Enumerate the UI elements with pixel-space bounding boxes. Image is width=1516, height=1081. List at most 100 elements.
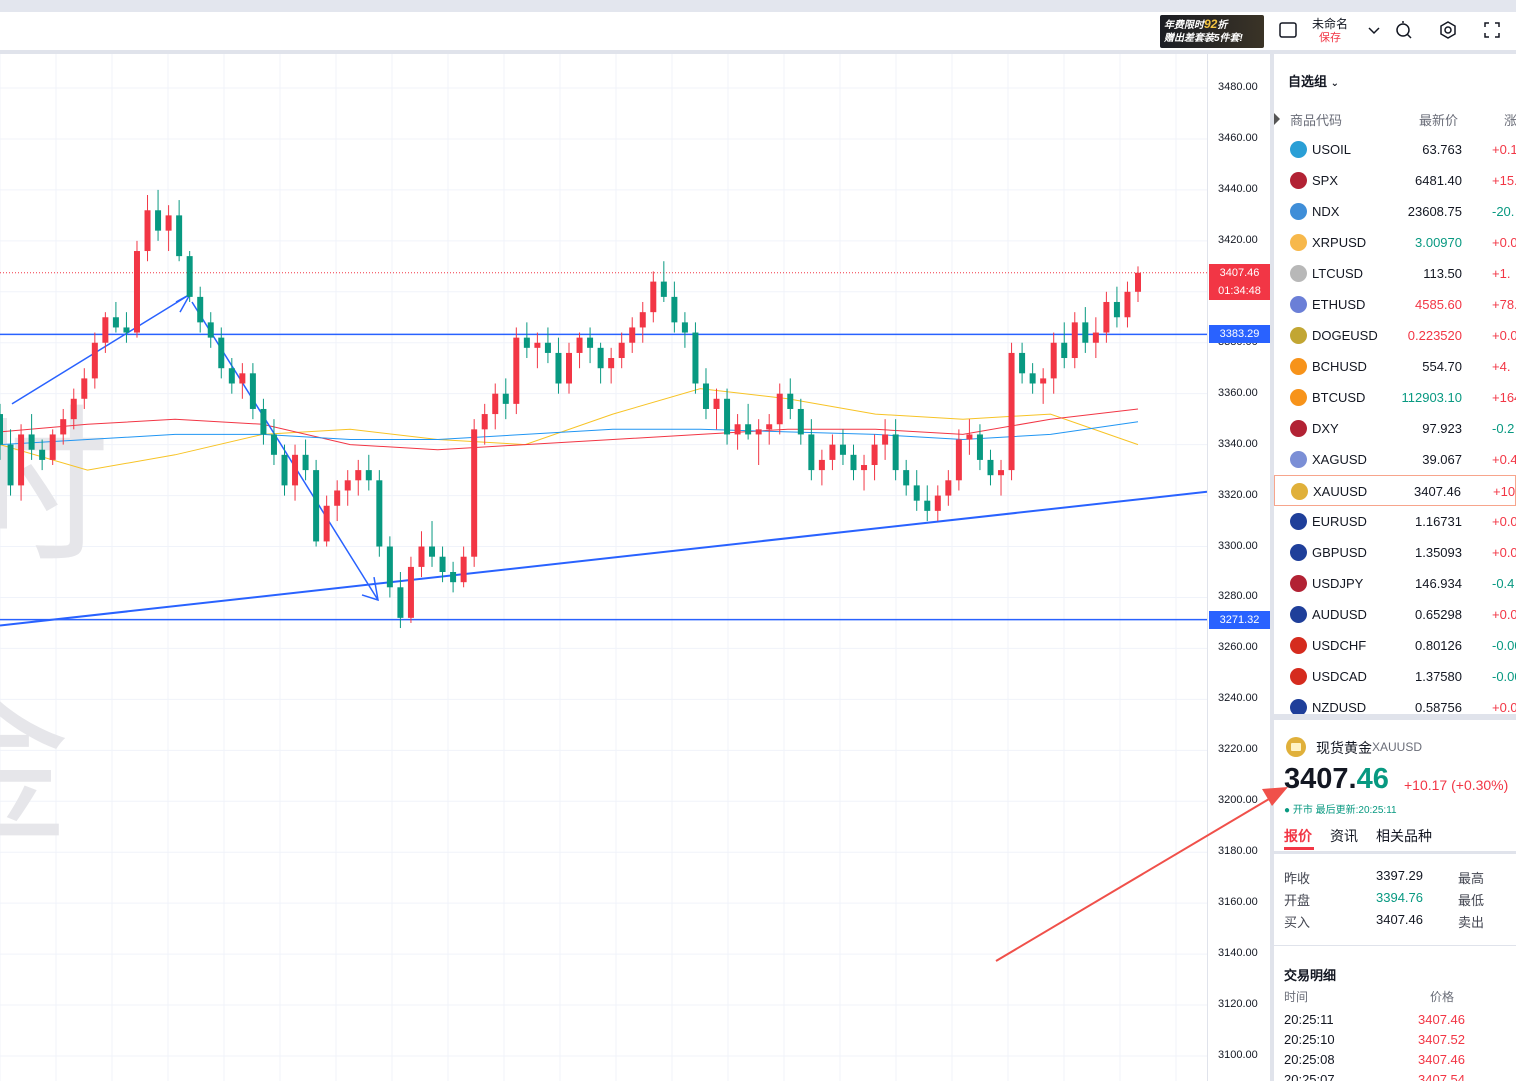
section-divider <box>1274 945 1516 946</box>
eu-flag-icon <box>1290 513 1307 530</box>
watchlist-row-btcusd[interactable]: BTCUSD 112903.10 +1641. <box>1274 382 1516 413</box>
watchlist-row-eurusd[interactable]: EURUSD 1.16731 +0.003 <box>1274 506 1516 537</box>
watchlist-row-dxy[interactable]: DXY 97.923 -0.2 <box>1274 413 1516 444</box>
trade-time: 20:25:10 <box>1284 1032 1335 1047</box>
watchlist-symbol: XAGUSD <box>1312 452 1367 467</box>
watchlist-symbol: AUDUSD <box>1312 607 1367 622</box>
candle-body <box>629 327 636 343</box>
watchlist-row-usoil[interactable]: USOIL 63.763 +0.1 <box>1274 134 1516 165</box>
price-axis-label: 3360.00 <box>1218 386 1258 399</box>
column-header-symbol[interactable]: 商品代码 <box>1290 113 1343 128</box>
watchlist-symbol: BCHUSD <box>1312 359 1367 374</box>
candle-body <box>249 373 256 409</box>
candle-body <box>734 424 741 435</box>
collapse-arrow-icon[interactable] <box>1274 113 1280 125</box>
watchlist-row-audusd[interactable]: AUDUSD 0.65298 +0.002 <box>1274 599 1516 630</box>
panel-divider[interactable] <box>1270 54 1274 1081</box>
tab-quote[interactable]: 报价 <box>1284 828 1312 844</box>
candle-body <box>418 546 425 567</box>
watchlist-change: +78. <box>1492 297 1516 312</box>
promo-banner[interactable]: 年费限时92折 赠出差套装5件套! <box>1160 15 1264 48</box>
watchlist-price: 4585.60 <box>1415 297 1462 312</box>
candle-body <box>218 337 225 369</box>
watchlist-symbol: XRPUSD <box>1312 235 1367 250</box>
price-axis-label: 3120.00 <box>1218 998 1258 1011</box>
watchlist-row-spx[interactable]: SPX 6481.40 +15. <box>1274 165 1516 196</box>
watchlist-price: 97.923 <box>1422 421 1462 436</box>
price-axis-label: 3340.00 <box>1218 437 1258 450</box>
watchlist-row-bchusd[interactable]: BCHUSD 554.70 +4. <box>1274 351 1516 382</box>
watchlist-change: +0.002 <box>1492 607 1516 622</box>
candle-body <box>439 556 446 572</box>
price-axis-label: 3240.00 <box>1218 692 1258 705</box>
watchlist-symbol: NDX <box>1312 204 1340 219</box>
watchlist-row-xagusd[interactable]: XAGUSD 39.067 +0.4 <box>1274 444 1516 475</box>
watchlist-panel: 自选组 ⌄ 商品代码 最新价 涨 USOIL 63.763 +0.1 SPX 6481.… <box>1274 54 1516 714</box>
watchlist-price: 23608.75 <box>1407 204 1462 219</box>
watchlist-symbol: SPX <box>1312 173 1339 188</box>
candle-body <box>766 424 773 430</box>
gold-icon <box>1286 737 1306 757</box>
candle-body <box>544 342 551 353</box>
watchlist-symbol: USDJPY <box>1312 576 1364 591</box>
watchlist-row-usdchf[interactable]: USDCHF 0.80126 -0.000 <box>1274 630 1516 661</box>
watchlist-row-gbpusd[interactable]: GBPUSD 1.35093 +0.001 <box>1274 537 1516 568</box>
candle-body <box>566 352 572 384</box>
watermark-text: 金 <box>0 670 70 868</box>
quote-value: 3394.76 <box>1376 890 1423 905</box>
column-header-change[interactable]: 涨 <box>1504 113 1516 128</box>
watchlist-change: +0.001 <box>1492 545 1516 560</box>
market-status: ● 开市 最后更新:20:25:11 <box>1284 805 1397 816</box>
candlestick-chart[interactable]: 时金 <box>0 54 1207 1081</box>
candle-body <box>186 256 193 297</box>
price-axis-label: 3320.00 <box>1218 488 1258 501</box>
save-button[interactable]: 保存 <box>1319 32 1341 44</box>
chart-canvas[interactable]: 时金 <box>0 54 1207 1081</box>
fullscreen-icon[interactable] <box>1482 20 1502 40</box>
watchlist-row-usdjpy[interactable]: USDJPY 146.934 -0.4 <box>1274 568 1516 599</box>
quote-label: 买入 <box>1284 915 1311 930</box>
settings-gear-icon[interactable] <box>1438 20 1458 40</box>
tab-related[interactable]: 相关品种 <box>1376 828 1432 844</box>
candle-body <box>7 444 14 486</box>
candle-body <box>81 378 88 399</box>
candle-body <box>207 322 214 338</box>
candle-body <box>692 332 699 384</box>
candle-body <box>639 312 646 328</box>
watchlist-row-usdcad[interactable]: USDCAD 1.37580 -0.003 <box>1274 661 1516 692</box>
watchlist-change: +0.1 <box>1492 142 1516 157</box>
watchlist-row-ethusd[interactable]: ETHUSD 4585.60 +78. <box>1274 289 1516 320</box>
watchlist-price: 0.65298 <box>1415 607 1462 622</box>
candle-body <box>502 393 509 404</box>
chevron-down-icon[interactable] <box>1364 20 1384 40</box>
quick-search-icon[interactable] <box>1394 20 1414 40</box>
trend-line <box>0 490 1207 627</box>
candle-body <box>260 408 267 435</box>
watchlist-row-ndx[interactable]: NDX 23608.75 -20. <box>1274 196 1516 227</box>
layout-square-icon[interactable] <box>1278 20 1298 40</box>
watchlist-change: +1641. <box>1492 390 1516 405</box>
promo-highlight: 92 <box>1204 17 1218 31</box>
watchlist-row-xauusd[interactable]: XAUUSD 3407.46 +10. <box>1274 475 1516 506</box>
watchlist-price: 63.763 <box>1422 142 1462 157</box>
candle-body <box>976 434 983 460</box>
watchlist-symbol: ETHUSD <box>1312 297 1366 312</box>
column-header-price[interactable]: 最新价 <box>1419 113 1459 128</box>
watchlist-row-dogeusd[interactable]: DOGEUSD 0.223520 +0.0046 <box>1274 320 1516 351</box>
candle-body <box>1135 272 1141 292</box>
candle-body <box>386 546 393 588</box>
bch-icon <box>1290 358 1307 375</box>
symbol-code: XAUUSD <box>1372 740 1423 754</box>
watchlist-row-xrpusd[interactable]: XRPUSD 3.00970 +0.040 <box>1274 227 1516 258</box>
price-axis-label: 3200.00 <box>1218 794 1258 807</box>
watchlist-row-nzdusd[interactable]: NZDUSD 0.58756 +0.001 <box>1274 692 1516 714</box>
price-axis[interactable]: 3480.003460.003440.003420.003400.003380.… <box>1207 54 1270 1081</box>
watchlist-symbol: NZDUSD <box>1312 700 1367 714</box>
layout-name[interactable]: 未命名 保存 <box>1312 17 1348 45</box>
tab-news[interactable]: 资讯 <box>1330 828 1358 844</box>
watchlist-group-selector[interactable]: 自选组 ⌄ <box>1288 71 1339 90</box>
watchlist-row-ltcusd[interactable]: LTCUSD 113.50 +1. <box>1274 258 1516 289</box>
candle-body <box>471 429 478 557</box>
watchlist-price: 1.35093 <box>1415 545 1462 560</box>
watchlist-price: 3407.46 <box>1414 484 1461 499</box>
